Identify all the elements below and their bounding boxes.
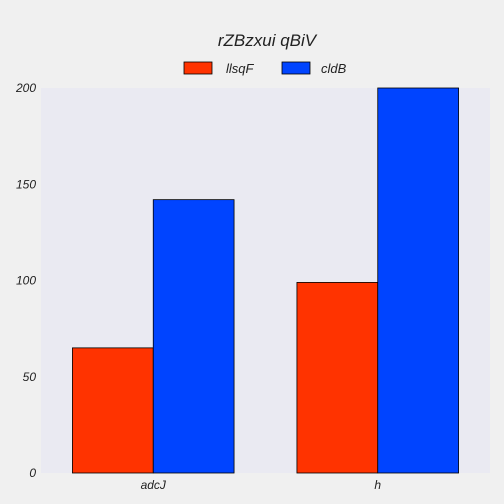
bars xyxy=(72,87,459,474)
legend: llsqF cldB xyxy=(183,61,347,76)
x-tick-label: adcJ xyxy=(141,478,167,492)
y-axis-ticks: 0 50 100 150 200 xyxy=(15,81,36,480)
x-axis-ticks: adcJ h xyxy=(141,478,382,492)
x-tick-label: h xyxy=(374,478,381,492)
y-tick-label: 0 xyxy=(29,466,36,480)
y-tick-label: 100 xyxy=(16,274,36,288)
legend-label-llsqf: llsqF xyxy=(226,61,255,76)
bar-cldb-adcj xyxy=(152,199,235,474)
legend-swatch-cldb xyxy=(281,61,311,75)
y-tick-label: 150 xyxy=(16,177,36,191)
legend-label-cldb: cldB xyxy=(321,61,347,76)
chart-title: rZBzxui qBiV xyxy=(218,31,318,50)
legend-swatch-llsqf xyxy=(183,61,213,75)
y-tick-label: 50 xyxy=(23,370,37,384)
bar-llsqf-adcj xyxy=(72,347,154,474)
bar-llsqf-h xyxy=(296,282,379,474)
y-tick-label: 200 xyxy=(15,81,36,95)
bar-cldb-h xyxy=(377,87,459,474)
